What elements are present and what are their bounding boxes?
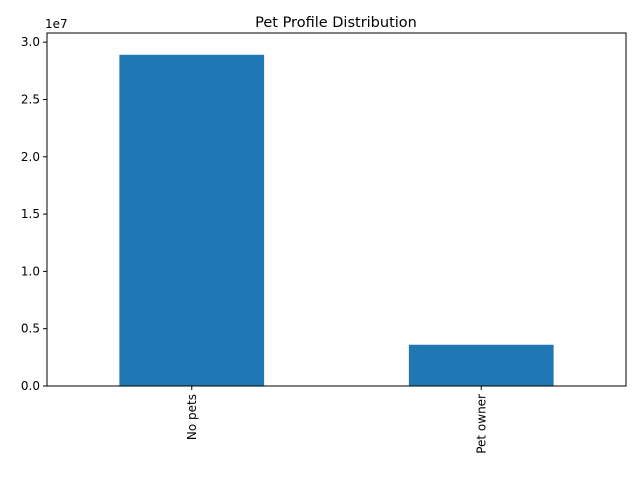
y-axis-offset-label: 1e7 (45, 17, 68, 31)
y-tick-label: 2.0 (21, 150, 40, 164)
x-tick-label: No pets (185, 394, 199, 440)
chart-title: Pet Profile Distribution (255, 15, 417, 31)
y-tick-label: 3.0 (21, 35, 40, 49)
axes-frame (46, 32, 627, 387)
y-tick-label: 1.5 (21, 207, 40, 221)
bar-pet-owner (408, 344, 554, 386)
plot-area: 0.0 0.5 1.0 1.5 2.0 2.5 3.0 No pets Pet owner (21, 32, 627, 454)
y-tick-label: 2.5 (21, 92, 40, 106)
x-tick-label: Pet owner (474, 394, 488, 454)
y-tick-label: 1.0 (21, 264, 40, 278)
y-tick-label: 0.5 (21, 322, 40, 336)
bar-no-pets (119, 54, 265, 387)
y-tick-label: 0.0 (21, 379, 40, 393)
